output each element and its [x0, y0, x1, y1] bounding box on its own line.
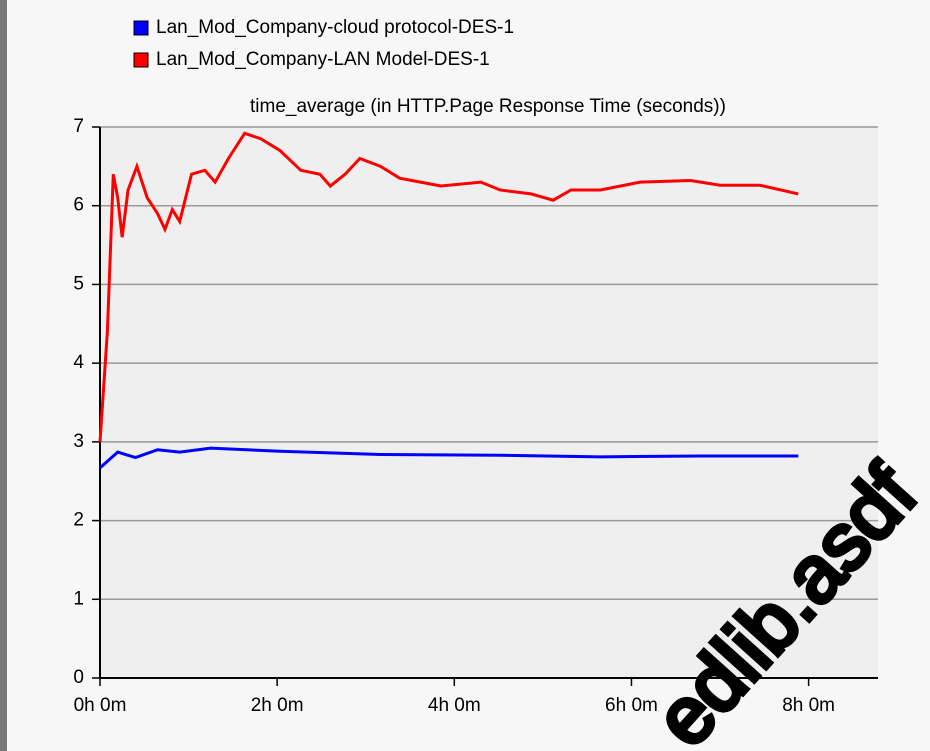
legend-label: Lan_Mod_Company-LAN Model-DES-1 — [156, 49, 490, 70]
y-tick-label: 2 — [73, 510, 84, 531]
y-tick-label: 6 — [73, 195, 84, 216]
x-tick-label: 8h 0m — [782, 695, 835, 716]
chart-title: time_average (in HTTP.Page Response Time… — [250, 96, 726, 117]
x-tick-label: 4h 0m — [428, 695, 481, 716]
x-tick-label: 6h 0m — [605, 695, 658, 716]
y-tick-label: 5 — [73, 273, 84, 294]
y-tick-label: 0 — [73, 667, 84, 688]
y-tick-label: 1 — [73, 588, 84, 609]
y-tick-label: 3 — [73, 431, 84, 452]
x-tick-label: 2h 0m — [251, 695, 304, 716]
y-tick-label: 7 — [73, 116, 84, 137]
series-line — [99, 446, 799, 469]
plot-area — [100, 127, 878, 678]
legend-label: Lan_Mod_Company-cloud protocol-DES-1 — [156, 17, 514, 38]
window-edge — [0, 0, 7, 751]
series-line — [98, 131, 799, 442]
legend-swatch — [133, 52, 149, 68]
legend-swatch — [133, 20, 149, 36]
x-tick-label: 0h 0m — [74, 695, 127, 716]
y-tick-label: 4 — [73, 352, 84, 373]
